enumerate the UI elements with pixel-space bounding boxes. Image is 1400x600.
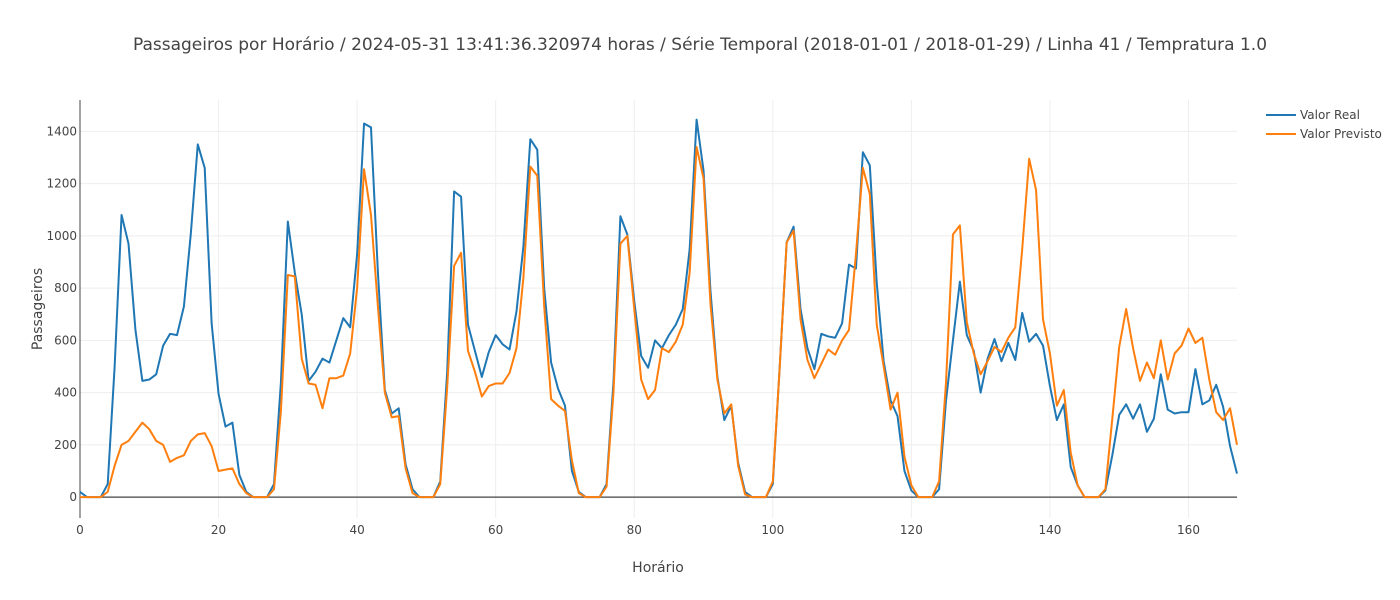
x-tick-label: 0 bbox=[76, 523, 84, 537]
legend-item[interactable]: Valor Previsto bbox=[1266, 127, 1382, 141]
x-axis-title: Horário bbox=[632, 560, 684, 576]
y-tick-label: 600 bbox=[54, 333, 77, 347]
y-tick-label: 1000 bbox=[46, 229, 77, 243]
y-tick-label: 1400 bbox=[46, 124, 77, 138]
x-tick-label: 100 bbox=[761, 523, 784, 537]
x-tick-label: 20 bbox=[211, 523, 226, 537]
x-tick-label: 140 bbox=[1038, 523, 1061, 537]
legend-label: Valor Previsto bbox=[1300, 127, 1382, 141]
y-tick-label: 200 bbox=[54, 438, 77, 452]
x-tick-label: 160 bbox=[1177, 523, 1200, 537]
x-tick-label: 40 bbox=[349, 523, 364, 537]
x-tick-label: 80 bbox=[627, 523, 642, 537]
legend[interactable]: Valor Real Valor Previsto bbox=[1266, 108, 1382, 141]
y-tick-label: 1200 bbox=[46, 177, 77, 191]
chart-title: Passageiros por Horário / 2024-05-31 13:… bbox=[133, 35, 1267, 55]
legend-label: Valor Real bbox=[1300, 108, 1360, 122]
y-axis-title: Passageiros bbox=[30, 268, 46, 350]
x-tick-label: 60 bbox=[488, 523, 503, 537]
y-tick-label: 800 bbox=[54, 281, 77, 295]
legend-item[interactable]: Valor Real bbox=[1266, 108, 1360, 122]
x-tick-label: 120 bbox=[900, 523, 923, 537]
series-line-valor-previsto bbox=[80, 146, 1238, 499]
y-tick-label: 400 bbox=[54, 386, 77, 400]
axes: 0 20 40 60 80 100 120 140 160 0 200 400 600 800 1000 12… bbox=[46, 100, 1237, 537]
series-group bbox=[79, 118, 1238, 499]
series-line-valor-real bbox=[79, 118, 1238, 499]
y-tick-label: 0 bbox=[69, 490, 77, 504]
grid bbox=[80, 100, 1237, 518]
